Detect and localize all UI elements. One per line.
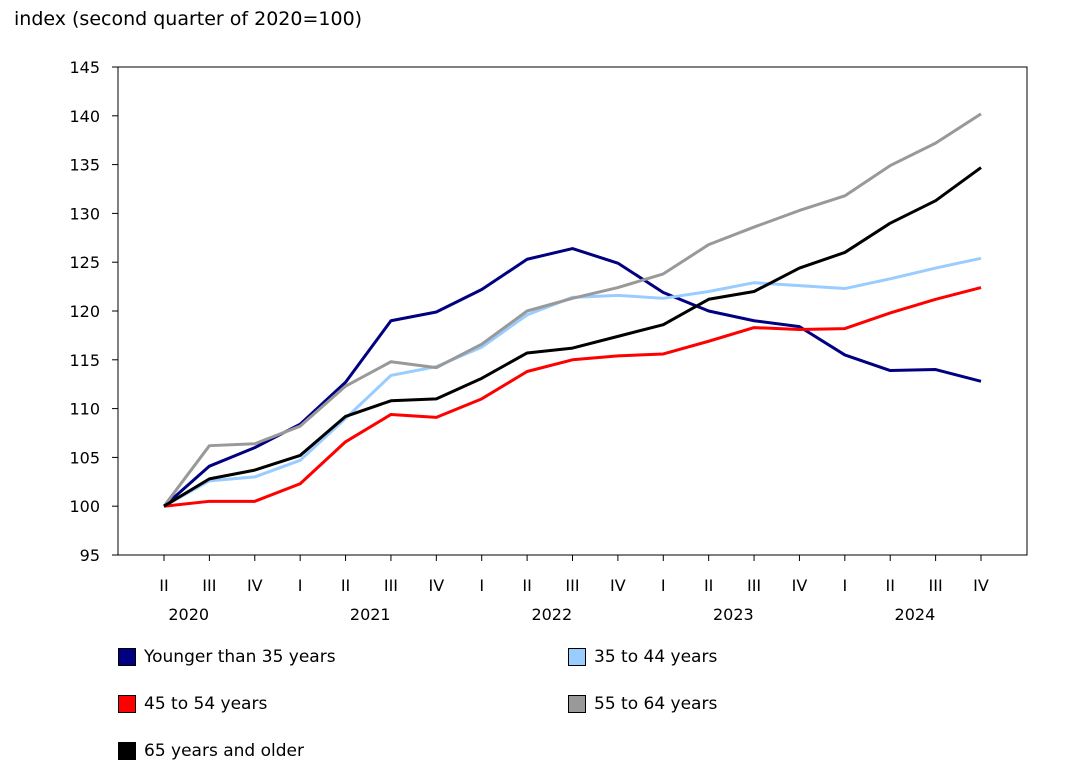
y-tick-label: 100 — [69, 497, 100, 516]
y-tick-label: 125 — [69, 253, 100, 272]
y-tick-label: 110 — [69, 400, 100, 419]
legend-label: 55 to 64 years — [594, 694, 718, 714]
legend-item: Younger than 35 years — [118, 647, 336, 667]
legend-item: 35 to 44 years — [568, 647, 717, 667]
y-tick-label: 95 — [80, 546, 100, 565]
legend-label: 45 to 54 years — [144, 694, 268, 714]
series-line-45-to-54-years — [163, 286, 982, 508]
x-year-label: 2023 — [713, 605, 754, 624]
x-tick-label: IV — [792, 576, 808, 595]
x-tick-label: III — [929, 576, 943, 595]
x-tick-label: III — [384, 576, 398, 595]
plot-frame — [117, 66, 1028, 556]
legend-swatch — [118, 695, 136, 713]
x-tick-label: II — [341, 576, 350, 595]
y-tick-label: 120 — [69, 302, 100, 321]
x-year-label: 2022 — [531, 605, 572, 624]
series-line-65-years-and-older — [163, 166, 982, 508]
x-tick-label: III — [565, 576, 579, 595]
x-tick-label: I — [842, 576, 847, 595]
legend-item: 65 years and older — [118, 741, 304, 761]
y-tick-label: 140 — [69, 107, 100, 126]
legend-swatch — [568, 695, 586, 713]
x-tick-label: II — [886, 576, 895, 595]
x-tick-label: IV — [428, 576, 444, 595]
x-year-label: 2020 — [168, 605, 209, 624]
x-tick-label: III — [202, 576, 216, 595]
y-tick-label: 145 — [69, 58, 100, 77]
x-tick-label: III — [747, 576, 761, 595]
legend-label: Younger than 35 years — [144, 647, 336, 667]
series-line-younger-than-35-years — [163, 247, 982, 508]
x-tick-label: II — [522, 576, 531, 595]
legend-item: 45 to 54 years — [118, 694, 267, 714]
legend-swatch — [118, 742, 136, 760]
x-tick-label: I — [298, 576, 303, 595]
x-tick-label: IV — [973, 576, 989, 595]
x-year-label: 2021 — [350, 605, 391, 624]
x-tick-label: I — [661, 576, 666, 595]
legend-label: 65 years and older — [144, 741, 304, 761]
series-line-55-to-64-years — [162, 112, 982, 508]
y-tick-label: 105 — [69, 448, 100, 467]
y-tick-label: 130 — [69, 204, 100, 223]
legend-label: 35 to 44 years — [594, 647, 718, 667]
legend-swatch — [118, 648, 136, 666]
x-tick-label: IV — [610, 576, 626, 595]
y-axis-title: index (second quarter of 2020=100) — [14, 8, 363, 30]
series-line-35-to-44-years — [163, 256, 982, 508]
x-tick-label: I — [479, 576, 484, 595]
x-tick-label: II — [159, 576, 168, 595]
legend-item: 55 to 64 years — [568, 694, 717, 714]
x-year-label: 2024 — [895, 605, 936, 624]
y-tick-label: 115 — [69, 351, 100, 370]
x-tick-label: IV — [247, 576, 263, 595]
y-tick-label: 135 — [69, 156, 100, 175]
x-tick-label: II — [704, 576, 713, 595]
legend-swatch — [568, 648, 586, 666]
